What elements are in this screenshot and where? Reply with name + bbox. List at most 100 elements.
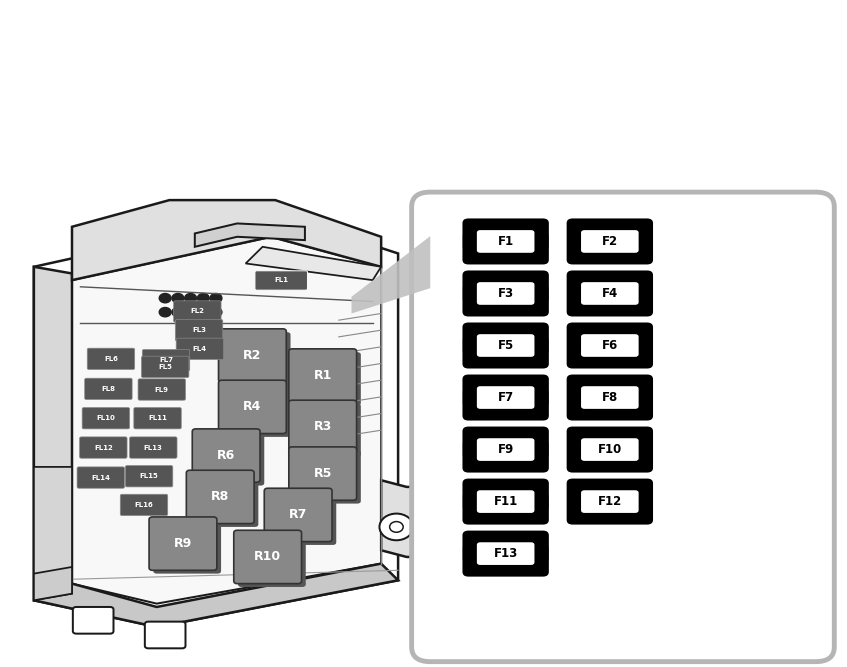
FancyBboxPatch shape <box>534 390 549 405</box>
FancyBboxPatch shape <box>462 442 477 458</box>
FancyBboxPatch shape <box>77 467 125 488</box>
FancyBboxPatch shape <box>477 230 534 253</box>
Text: F8: F8 <box>601 391 618 404</box>
Text: R7: R7 <box>289 508 307 522</box>
Text: R3: R3 <box>313 420 332 434</box>
FancyBboxPatch shape <box>142 350 190 371</box>
FancyBboxPatch shape <box>567 233 581 249</box>
FancyBboxPatch shape <box>534 442 549 458</box>
FancyBboxPatch shape <box>192 429 260 482</box>
FancyBboxPatch shape <box>264 488 332 542</box>
Text: R6: R6 <box>217 449 235 462</box>
FancyBboxPatch shape <box>289 349 357 402</box>
FancyBboxPatch shape <box>268 492 336 545</box>
Text: F12: F12 <box>598 495 622 508</box>
FancyBboxPatch shape <box>581 386 639 409</box>
Polygon shape <box>195 223 305 247</box>
FancyBboxPatch shape <box>639 233 653 249</box>
FancyBboxPatch shape <box>462 427 549 472</box>
FancyBboxPatch shape <box>462 546 477 561</box>
Circle shape <box>172 307 184 317</box>
Circle shape <box>185 293 197 303</box>
FancyBboxPatch shape <box>567 494 581 510</box>
Polygon shape <box>34 564 398 627</box>
Text: FL7: FL7 <box>159 358 173 363</box>
Circle shape <box>185 307 197 317</box>
Text: R1: R1 <box>313 369 332 382</box>
FancyBboxPatch shape <box>567 479 653 524</box>
Text: FL10: FL10 <box>97 416 115 421</box>
Circle shape <box>197 307 209 317</box>
Polygon shape <box>34 567 72 600</box>
Text: FL11: FL11 <box>148 416 167 421</box>
Text: FL1: FL1 <box>274 277 288 283</box>
FancyBboxPatch shape <box>534 285 549 301</box>
Text: R4: R4 <box>243 400 262 414</box>
Text: R5: R5 <box>313 467 332 480</box>
Text: FL16: FL16 <box>135 502 153 508</box>
FancyBboxPatch shape <box>567 375 653 421</box>
Polygon shape <box>72 237 381 604</box>
FancyBboxPatch shape <box>567 338 581 354</box>
Text: F10: F10 <box>598 443 622 456</box>
Text: FL12: FL12 <box>94 445 113 450</box>
FancyBboxPatch shape <box>462 390 477 405</box>
Text: F13: F13 <box>494 547 518 560</box>
FancyBboxPatch shape <box>534 338 549 354</box>
FancyBboxPatch shape <box>534 494 549 510</box>
Polygon shape <box>34 467 72 600</box>
FancyBboxPatch shape <box>567 218 653 264</box>
FancyBboxPatch shape <box>176 338 224 360</box>
FancyBboxPatch shape <box>639 442 653 458</box>
FancyBboxPatch shape <box>567 427 653 472</box>
FancyBboxPatch shape <box>289 447 357 500</box>
FancyBboxPatch shape <box>186 470 254 524</box>
FancyBboxPatch shape <box>477 490 534 513</box>
Text: F9: F9 <box>497 443 514 456</box>
Polygon shape <box>246 247 381 280</box>
FancyBboxPatch shape <box>85 378 132 400</box>
FancyBboxPatch shape <box>153 520 221 574</box>
Text: F7: F7 <box>497 391 514 404</box>
Text: FL13: FL13 <box>144 445 163 450</box>
Text: R2: R2 <box>243 349 262 362</box>
FancyBboxPatch shape <box>462 218 549 264</box>
FancyBboxPatch shape <box>581 282 639 305</box>
FancyBboxPatch shape <box>293 352 361 406</box>
Circle shape <box>159 307 171 317</box>
FancyBboxPatch shape <box>130 437 177 458</box>
FancyBboxPatch shape <box>175 319 223 341</box>
FancyBboxPatch shape <box>219 329 286 382</box>
FancyBboxPatch shape <box>581 334 639 357</box>
Text: R8: R8 <box>211 490 230 504</box>
Polygon shape <box>352 236 430 313</box>
FancyBboxPatch shape <box>462 531 549 576</box>
FancyBboxPatch shape <box>289 400 357 454</box>
FancyBboxPatch shape <box>197 432 264 486</box>
Text: FL15: FL15 <box>140 474 158 479</box>
FancyBboxPatch shape <box>462 285 477 301</box>
FancyBboxPatch shape <box>293 450 361 504</box>
FancyBboxPatch shape <box>462 338 477 354</box>
FancyBboxPatch shape <box>462 323 549 369</box>
FancyBboxPatch shape <box>639 390 653 405</box>
FancyBboxPatch shape <box>238 534 306 587</box>
FancyBboxPatch shape <box>138 379 185 400</box>
FancyBboxPatch shape <box>462 271 549 317</box>
FancyBboxPatch shape <box>462 233 477 249</box>
FancyBboxPatch shape <box>174 301 221 322</box>
Polygon shape <box>72 200 381 280</box>
FancyBboxPatch shape <box>567 390 581 405</box>
FancyBboxPatch shape <box>462 494 477 510</box>
FancyBboxPatch shape <box>462 375 549 421</box>
Circle shape <box>210 293 222 303</box>
FancyBboxPatch shape <box>639 338 653 354</box>
FancyBboxPatch shape <box>567 285 581 301</box>
FancyBboxPatch shape <box>567 271 653 317</box>
FancyBboxPatch shape <box>219 380 286 434</box>
FancyBboxPatch shape <box>141 356 189 378</box>
Text: FL6: FL6 <box>104 356 118 362</box>
Circle shape <box>172 293 184 303</box>
FancyBboxPatch shape <box>534 233 549 249</box>
FancyBboxPatch shape <box>234 530 302 584</box>
